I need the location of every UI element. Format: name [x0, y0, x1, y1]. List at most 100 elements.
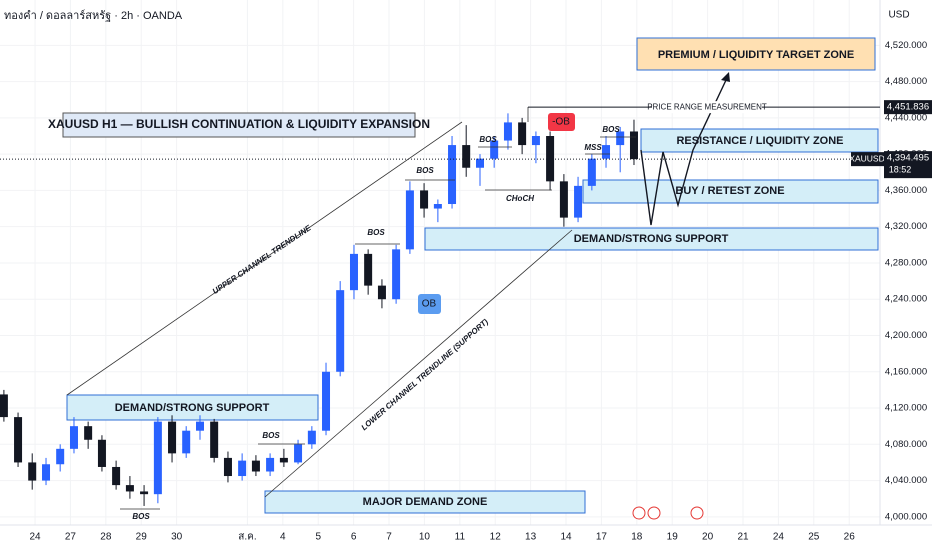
bos-label: BOS	[367, 228, 385, 237]
x-tick-label: 18	[631, 532, 643, 543]
zone-label: DEMAND/STRONG SUPPORT	[574, 233, 729, 245]
price-tags: 4,000.000 4,040.000 4,080.000 4,120.000 4,16…	[0, 40, 932, 543]
zone	[66, 394, 319, 421]
bos-label: BOS	[262, 431, 280, 440]
candle-body	[616, 131, 625, 146]
x-tick-label: 17	[596, 532, 608, 543]
candle-body	[476, 158, 484, 168]
x-tick-label: 6	[351, 532, 357, 543]
candle-body	[42, 464, 51, 481]
currency: USD	[888, 10, 909, 21]
candle-body	[125, 485, 134, 492]
candle-body	[210, 421, 219, 458]
candle-body	[56, 448, 65, 465]
y-tick-label: 4,080.000	[885, 439, 927, 450]
candle-body	[349, 253, 358, 291]
candle-body	[490, 140, 499, 159]
candle-body	[307, 430, 316, 445]
bos-label: BOS	[132, 512, 150, 521]
x-tick-label: 14	[560, 532, 572, 543]
zone-label: RESISTANCE / LIQUIDITY ZONE	[676, 135, 843, 147]
zone-label: PREMIUM / LIQUIDITY TARGET ZONE	[658, 49, 854, 61]
candle-body	[69, 426, 78, 449]
zone-label: MAJOR DEMAND ZONE	[363, 496, 488, 508]
symbol-header: ทองคำ / ดอลลาร์สหรัฐ · 2h · OANDA	[4, 9, 183, 22]
candle-body	[448, 145, 457, 205]
x-tick-label: 7	[386, 532, 392, 543]
event-icon[interactable]	[632, 506, 646, 520]
candle-body	[153, 421, 162, 495]
symbol-tag-box	[851, 152, 884, 167]
x-tick-label: 12	[490, 532, 502, 543]
candle-body	[433, 204, 442, 209]
y-tick-label: 4,440.000	[885, 112, 927, 123]
candle-body	[629, 131, 638, 160]
x-tick-label: ส.ค.	[238, 532, 256, 543]
candle-body	[266, 457, 275, 472]
candle-body	[196, 421, 204, 431]
candle-body	[322, 371, 331, 431]
y-tick-label: 4,040.000	[885, 475, 927, 486]
candle-body	[405, 190, 414, 250]
price-tag-box	[884, 151, 932, 179]
candle-body	[97, 439, 106, 467]
candle-body	[559, 181, 568, 218]
chart-title: XAUUSD H1 — BULLISH CONTINUATION & LIQUI…	[48, 117, 430, 131]
y-tick-label: 4,360.000	[885, 185, 927, 196]
title-box	[62, 112, 416, 138]
x-tick-label: 5	[315, 532, 321, 543]
range-label: PRICE RANGE MEASUREMENT	[647, 102, 767, 111]
candle-body	[503, 122, 512, 141]
range-label-bg	[652, 101, 762, 114]
candle-body	[546, 136, 555, 182]
x-tick-label: 28	[100, 532, 112, 543]
x-tick-label: 21	[737, 532, 749, 543]
price-tag: 4,394.495	[887, 153, 929, 164]
candle-body	[168, 421, 177, 454]
y-tick-label: 4,320.000	[885, 221, 927, 232]
bos-label: BOS	[479, 135, 497, 144]
candle-body	[238, 460, 247, 477]
candle-body	[602, 145, 611, 159]
structure-lines	[120, 107, 636, 510]
time-tag: 18:52	[889, 165, 912, 175]
y-tick-label: 4,520.000	[885, 40, 927, 51]
ob-label: OB	[422, 299, 437, 310]
candle-body	[0, 394, 8, 418]
candle-body	[112, 466, 121, 486]
event-icon[interactable]	[647, 506, 661, 520]
candle-body	[84, 426, 93, 440]
candle-body	[531, 136, 540, 146]
candle-body	[14, 417, 23, 463]
x-tick-label: 10	[419, 532, 431, 543]
bos-label: BOS	[416, 166, 434, 175]
candles	[0, 113, 638, 506]
zone	[264, 490, 586, 514]
trendline	[264, 229, 573, 498]
candle-body	[364, 253, 373, 286]
y-tick-label: 4,160.000	[885, 366, 927, 377]
candle-body	[223, 457, 232, 477]
x-tick-label: 13	[525, 532, 537, 543]
y-tick-label: 4,000.000	[885, 511, 927, 522]
trendline	[66, 121, 463, 396]
event-icon[interactable]	[690, 506, 704, 520]
x-tick-label: 20	[702, 532, 714, 543]
candle-body	[336, 290, 345, 372]
candle-body	[518, 122, 527, 146]
zone-label: DEMAND/STRONG SUPPORT	[115, 402, 270, 414]
y-tick-label: 4,200.000	[885, 330, 927, 341]
range-tag: 4,451.836	[887, 102, 929, 113]
choch-label: CHoCH	[506, 194, 534, 203]
ob-label: -OB	[552, 117, 570, 128]
y-tick-label: 4,240.000	[885, 294, 927, 305]
candle-body	[182, 430, 191, 454]
x-tick-label: 11	[455, 532, 466, 543]
x-tick-label: 29	[136, 532, 148, 543]
x-tick-label: 25	[808, 532, 820, 543]
mss-label: MSS	[584, 143, 602, 152]
symbol-tag: XAUUSD	[849, 153, 884, 163]
candle-body	[251, 460, 260, 472]
